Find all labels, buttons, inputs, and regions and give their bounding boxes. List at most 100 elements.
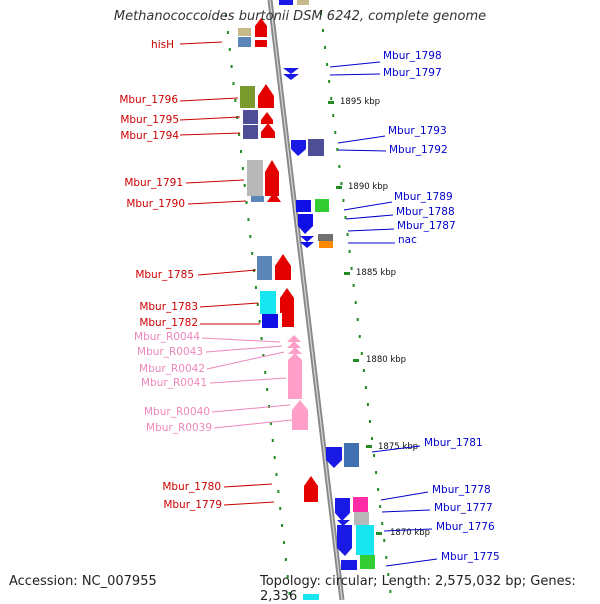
tick-mark — [373, 454, 376, 457]
outer-gene-label: Mbur_1781 — [424, 437, 483, 449]
gene-block — [260, 291, 276, 314]
tick-mark — [362, 369, 365, 372]
rna-gene-label: Mbur_R0042 — [139, 363, 205, 375]
leader-line — [199, 302, 259, 308]
gene-block — [238, 28, 251, 36]
inner-gene-label: Mbur_1782 — [139, 317, 198, 329]
leader-line — [185, 179, 245, 184]
tick-mark — [249, 235, 252, 238]
leader-line — [329, 61, 381, 68]
tick-mark — [352, 284, 355, 287]
gene-block — [318, 234, 333, 241]
tick-mark — [389, 590, 392, 593]
gene-arrow — [275, 254, 291, 280]
gene-block — [354, 512, 369, 525]
scale-tick — [344, 272, 350, 275]
tick-mark — [322, 29, 325, 32]
gene-arrow — [255, 40, 267, 47]
gene-block — [296, 200, 311, 212]
gene-arrow — [300, 236, 314, 242]
gene-block — [297, 0, 309, 5]
tick-mark — [350, 267, 353, 270]
outer-gene-label: Mbur_1778 — [432, 484, 491, 496]
gene-arrow — [261, 123, 275, 138]
tick-mark — [330, 97, 333, 100]
gene-arrow — [326, 447, 342, 468]
outer-gene-features — [279, 0, 375, 570]
tick-mark — [344, 216, 347, 219]
gene-block — [353, 497, 368, 512]
leader-line — [383, 528, 433, 532]
tick-mark — [243, 184, 246, 187]
inner-gene-label: Mbur_1795 — [120, 114, 179, 126]
rna-gene-label: Mbur_R0039 — [146, 422, 212, 434]
outer-gene-label: Mbur_1777 — [434, 502, 493, 514]
gene-block — [251, 196, 264, 202]
rna-arrow — [288, 347, 302, 354]
label-leader-lines — [179, 41, 438, 567]
leader-line — [179, 97, 239, 102]
rna-gene-label: Mbur_R0044 — [134, 331, 200, 343]
tick-mark — [282, 541, 285, 544]
tick-mark — [279, 507, 282, 510]
tick-mark — [232, 82, 235, 85]
tick-mark — [260, 337, 263, 340]
tick-mark — [286, 575, 289, 578]
tick-mark — [338, 165, 341, 168]
tick-mark — [320, 12, 322, 15]
map-title: Methanococcoides burtonii DSM 6242, comp… — [113, 9, 487, 24]
tick-mark — [234, 99, 237, 102]
scale-tick — [353, 359, 359, 362]
tick-mark — [228, 48, 231, 51]
outer-gene-label: Mbur_1775 — [441, 551, 500, 563]
outer-gene-label: Mbur_1776 — [436, 521, 495, 533]
gene-arrow — [283, 68, 299, 74]
gene-block — [243, 110, 258, 124]
tick-mark — [371, 437, 373, 440]
gene-block — [247, 160, 263, 196]
scale-label: 1870 kbp — [390, 528, 430, 538]
tick-mark — [230, 65, 233, 68]
tick-mark — [281, 524, 284, 527]
tick-mark — [358, 335, 361, 338]
rna-arrow — [288, 353, 302, 399]
tick-mark — [332, 114, 335, 117]
tick-mark — [348, 250, 351, 253]
tick-mark — [266, 388, 269, 391]
outer-tick-track — [320, 12, 392, 593]
tick-mark — [275, 473, 278, 476]
leader-line — [197, 269, 257, 276]
leader-line — [371, 445, 421, 453]
gene-block — [360, 555, 375, 569]
tick-mark — [342, 199, 345, 202]
scale-label: 1895 kbp — [340, 97, 380, 107]
tick-mark — [241, 167, 244, 170]
rna-arrow — [287, 341, 301, 348]
gene-block — [257, 256, 272, 280]
tick-mark — [346, 233, 349, 236]
gene-arrow — [282, 313, 294, 327]
tick-mark — [264, 371, 267, 374]
tick-mark — [247, 218, 250, 221]
gene-arrow — [298, 214, 313, 234]
outer-gene-label: Mbur_1798 — [383, 50, 442, 62]
tick-mark — [225, 14, 227, 17]
gene-block — [315, 199, 329, 212]
tick-mark — [336, 148, 339, 151]
tick-mark — [381, 522, 384, 525]
gene-block — [344, 443, 359, 467]
gene-arrow — [280, 288, 294, 313]
outer-gene-label: Mbur_1788 — [396, 206, 455, 218]
gene-block — [319, 241, 333, 248]
gene-arrow — [267, 192, 281, 202]
tick-mark — [340, 182, 343, 185]
scale-label: 1885 kbp — [356, 268, 396, 278]
tick-mark — [284, 558, 287, 561]
gene-block — [262, 314, 278, 328]
scale-label: 1890 kbp — [348, 182, 388, 192]
inner-gene-label: Mbur_1794 — [120, 130, 179, 142]
inner-gene-label: Mbur_1790 — [126, 198, 185, 210]
gene-arrow — [258, 84, 274, 108]
scale-tick — [328, 101, 334, 104]
